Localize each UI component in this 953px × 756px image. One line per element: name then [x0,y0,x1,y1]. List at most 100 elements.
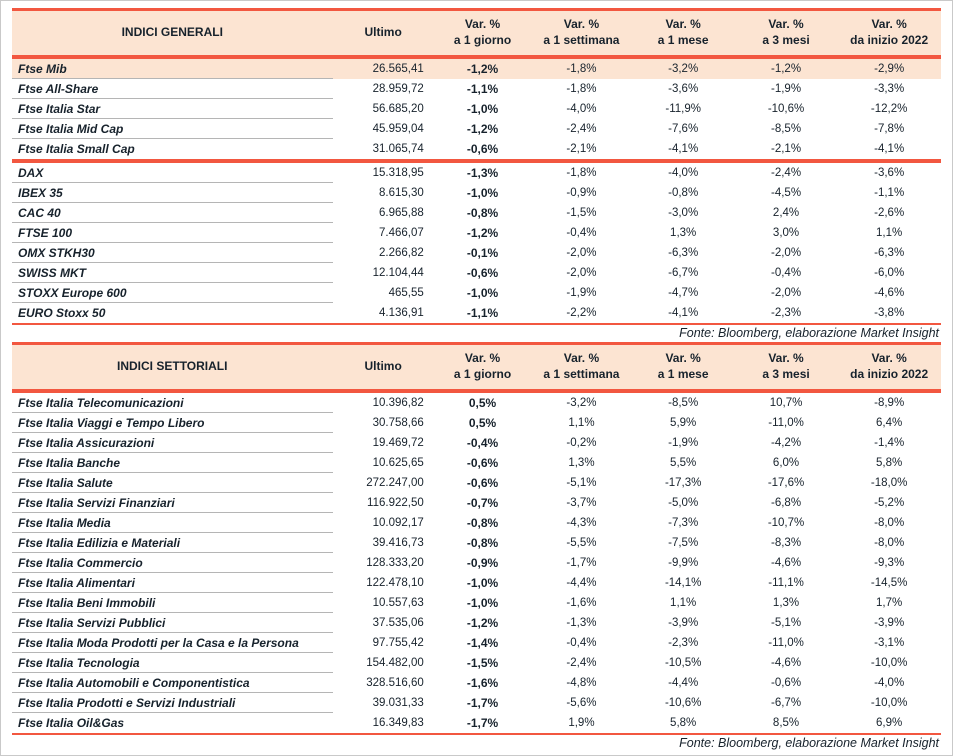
var-value: -14,5% [870,577,908,589]
var-value: 1,7% [876,597,903,609]
var-value: -4,5% [771,187,802,199]
var-value: -2,4% [771,167,802,179]
var-percent-label: Var. % [464,351,501,366]
var-value: -3,7% [566,497,597,509]
header-bottom-rule [12,389,941,393]
var-value: -0,4% [771,267,802,279]
index-name: Ftse Italia Commercio [12,553,333,573]
var-value: 8,5% [772,717,800,729]
table-row: Ftse Italia Moda Prodotti per la Casa e … [12,633,941,653]
table-row: CAC 40 6.965,88 -0,8% -1,5% -3,0% 2,4% -2,6% [12,203,941,223]
var-value: -5,1% [566,477,597,489]
table-row: Ftse Italia Media 10.092,17 -0,8% -4,3% -7,3… [12,513,941,533]
var-value: 5,9% [670,417,697,429]
var-value: -5,5% [566,537,597,549]
var-value: -2,4% [566,657,597,669]
var-value: -2,0% [566,267,597,279]
var-value: 6,4% [876,417,903,429]
table-row: Ftse Italia Servizi Finanziari 116.922,50… [12,493,941,513]
var-period-label: da inizio 2022 [850,33,929,48]
var-value: -1,9% [771,83,802,95]
var-value: -0,6% [466,142,499,156]
var-value: -10,6% [767,103,805,115]
var-percent-label: Var. % [871,351,907,366]
var-value: -8,3% [771,537,802,549]
var-value: -8,0% [874,537,905,549]
var-value: -5,1% [771,617,802,629]
var-value: -1,0% [466,102,499,116]
var-value: -8,0% [874,517,905,529]
var-value: -3,0% [668,207,699,219]
var-value: -8,5% [771,123,802,135]
ultimo-value: 10.396,82 [372,397,424,409]
var-value: -4,0% [874,677,905,689]
var-value: -2,3% [668,637,699,649]
var-value: -0,6% [771,677,802,689]
var-period-label: a 1 mese [657,367,709,382]
index-name: Ftse Italia Alimentari [12,573,333,593]
var-percent-label: Var. % [563,351,600,366]
var-period-label: a 3 mesi [762,33,810,48]
var-value: -6,7% [771,697,802,709]
var-value: -11,1% [768,577,804,589]
var-value: -6,0% [874,267,905,279]
ultimo-value: 465,55 [388,287,424,299]
table-row: Ftse Italia Salute 272.247,00 -0,6% -5,1% -1… [12,473,941,493]
column-header-var: Var. % a 1 giorno [434,345,532,389]
var-value: -4,7% [668,287,699,299]
index-name: Ftse Italia Automobili e Componentistica [12,673,333,693]
var-value: -4,6% [771,557,802,569]
ultimo-value: 15.318,95 [372,167,424,179]
table-row: Ftse Italia Beni Immobili 10.557,63 -1,0% -… [12,593,941,613]
source-note: Fonte: Bloomberg, elaborazione Market In… [679,736,939,750]
var-value: -3,1% [874,637,905,649]
index-name: Ftse All-Share [12,79,333,99]
column-header-var: Var. % da inizio 2022 [837,11,941,55]
var-value: -9,9% [668,557,699,569]
indici-generali-table: INDICI GENERALI Ultimo Var. % a 1 giorno V… [12,8,941,342]
var-percent-label: Var. % [871,17,907,32]
indici-settoriali-table: INDICI SETTORIALI Ultimo Var. % a 1 giorn… [12,342,941,751]
var-value: -3,9% [668,617,699,629]
var-period-label: a 1 settimana [543,33,620,48]
table-row: Ftse All-Share 28.959,72 -1,1% -1,8% -3,6% -1… [12,79,941,99]
ultimo-value: 16.349,83 [372,717,424,729]
table-row: STOXX Europe 600 465,55 -1,0% -1,9% -4,7% -2,… [12,283,941,303]
index-name: Ftse Mib [12,59,333,79]
ultimo-value: 10.625,65 [372,457,424,469]
var-value: -3,2% [566,397,597,409]
indici-generali-header: INDICI GENERALI Ultimo Var. % a 1 giorno V… [12,11,941,55]
var-value: -6,3% [874,247,905,259]
var-value: -1,7% [466,716,499,730]
var-value: -5,6% [566,697,597,709]
index-name: Ftse Italia Mid Cap [12,119,333,139]
var-value: 1,3% [772,597,800,609]
var-percent-label: Var. % [665,351,701,366]
var-value: -1,5% [566,207,597,219]
var-value: -1,0% [466,286,499,300]
var-value: -0,6% [466,456,499,470]
index-name: SWISS MKT [12,263,333,283]
var-value: -1,2% [466,616,499,630]
table-row: Ftse Italia Oil&Gas 16.349,83 -1,7% 1,9% 5,8… [12,713,941,733]
var-value: -10,5% [664,657,702,669]
table-row: Ftse Italia Prodotti e Servizi Industria… [12,693,941,713]
var-value: -0,8% [466,516,499,530]
var-value: 6,9% [876,717,903,729]
var-value: -0,6% [466,476,499,490]
var-value: -1,8% [566,63,597,75]
column-header-var: Var. % da inizio 2022 [837,345,941,389]
var-value: -4,1% [874,143,905,155]
source-note: Fonte: Bloomberg, elaborazione Market In… [679,326,939,340]
var-value: -9,3% [874,557,905,569]
var-value: -4,1% [668,307,699,319]
var-value: -1,9% [668,437,699,449]
var-value: -3,6% [668,83,699,95]
var-value: -1,2% [466,226,499,240]
var-value: -3,6% [874,167,905,179]
column-header-ultimo: Ultimo [364,25,402,40]
indici-settoriali-header: INDICI SETTORIALI Ultimo Var. % a 1 giorn… [12,345,941,389]
table-row: Ftse Italia Edilizia e Materiali 39.416,7… [12,533,941,553]
var-value: -0,4% [466,436,499,450]
index-name: Ftse Italia Telecomunicazioni [12,393,333,413]
